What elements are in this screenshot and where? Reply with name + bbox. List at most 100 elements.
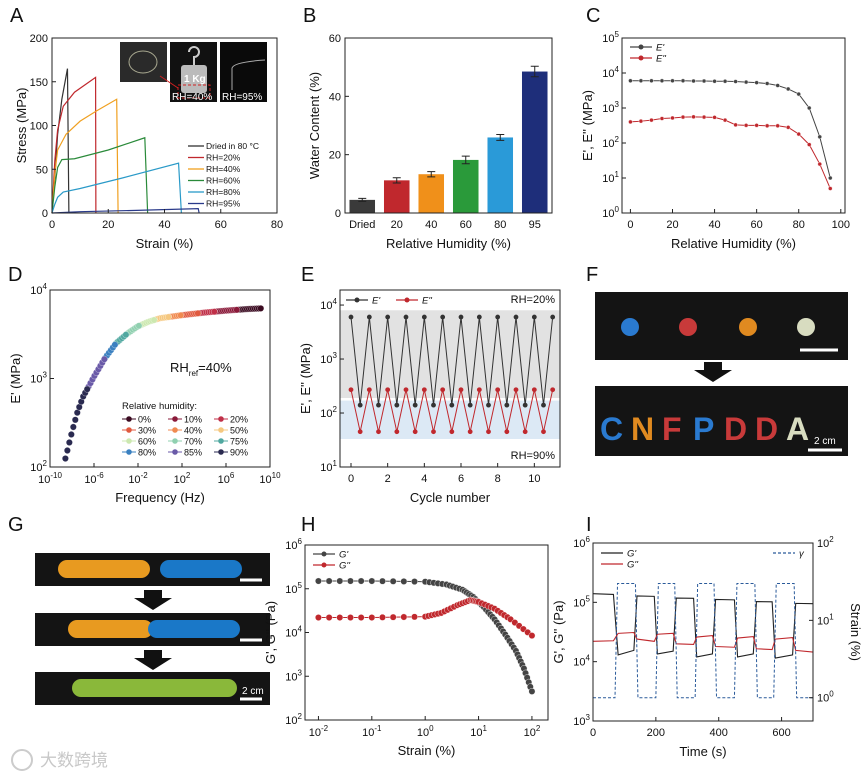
data-point [649, 78, 654, 83]
data-point [348, 314, 354, 320]
data-point [379, 613, 386, 621]
data-point [69, 423, 77, 431]
photo-film [220, 42, 267, 102]
data-point [743, 123, 749, 128]
error-bar [530, 65, 539, 78]
data-point [100, 355, 108, 363]
panel-labels: A B C D E F G H I [8, 5, 600, 536]
legend-label: G'' [339, 561, 351, 572]
data-point [177, 311, 185, 319]
bar [383, 180, 410, 213]
data-point [357, 429, 363, 435]
x-tick-label: 102 [524, 724, 541, 739]
x-axis-label: Time (s) [679, 744, 726, 759]
letter: F [662, 411, 682, 447]
x-tick-label: 95 [529, 219, 541, 231]
x-axis-label: Strain (%) [136, 236, 194, 251]
legend-marker [404, 297, 410, 303]
data-point [368, 577, 376, 585]
x-tick-label: 102 [174, 471, 191, 486]
x-tick-label: 100 [417, 724, 434, 739]
data-point [64, 447, 71, 454]
x-axis-label: Cycle number [410, 490, 491, 505]
data-point [389, 577, 397, 585]
x-tick-label: 600 [772, 727, 790, 739]
letter: P [693, 411, 714, 447]
data-point [67, 431, 75, 438]
y-axis-label: Water Content (%) [307, 72, 322, 179]
data-point [796, 131, 801, 137]
data-point [775, 123, 780, 129]
data-point [785, 86, 791, 92]
orange-rod [58, 560, 150, 578]
scale-label: 2 cm [814, 436, 836, 447]
data-point [701, 78, 707, 84]
data-point [764, 81, 770, 86]
plot-frame [621, 37, 846, 214]
data-point [135, 322, 143, 330]
data-point [754, 123, 759, 128]
x-tick-label: 40 [708, 219, 720, 231]
data-point [680, 114, 686, 120]
data-point [495, 387, 501, 393]
weight-icon [181, 65, 207, 93]
x-tick-label: 8 [495, 473, 501, 485]
data-point [531, 314, 537, 320]
legend-marker [218, 438, 224, 444]
data-point [411, 578, 418, 585]
x-tick-label: 80 [793, 219, 805, 231]
data-point [550, 314, 556, 320]
orange-dot [739, 318, 757, 336]
x-tick-label: 20 [391, 219, 403, 231]
x-tick-label: 10-2 [309, 724, 329, 739]
legend-marker [321, 562, 327, 568]
y-tick-label: 104 [320, 297, 337, 312]
x-tick-label: 20 [666, 219, 678, 231]
weight-hook-icon [188, 46, 200, 65]
legend-marker [126, 427, 132, 433]
data-point [325, 614, 333, 621]
bar [487, 137, 514, 213]
y-tick-label: 105 [573, 594, 590, 609]
y-axis-label: G', G'' (Pa) [263, 601, 278, 664]
data-point [73, 409, 81, 416]
data-point [62, 455, 69, 462]
chart-b: Dried 20 40 60 80 95 0 20 40 60 Relative Humidity … [307, 33, 553, 251]
data-point [366, 314, 372, 320]
y-tick-label: 105 [602, 30, 619, 45]
strain-line [593, 582, 813, 699]
data-point [764, 123, 770, 129]
band-label: RH=20% [511, 294, 556, 306]
data-point [785, 125, 791, 130]
error-bar [358, 197, 367, 202]
chart-d: RHref=40% Relative humidity: 0% 10% 20% 30% 40… [8, 282, 281, 505]
bar [521, 71, 548, 214]
data-point [394, 402, 400, 408]
legend-marker [126, 449, 132, 455]
data-point [440, 387, 446, 393]
y-tick-label: 100 [602, 205, 619, 220]
highlight-box [177, 84, 211, 99]
x-tick-label: 2 [385, 473, 391, 485]
data-point [403, 387, 409, 393]
panel-label-i: I [586, 514, 592, 536]
data-point [347, 577, 354, 585]
data-point [421, 314, 427, 320]
legend-marker [218, 427, 224, 433]
legend-label: G' [339, 550, 349, 561]
data-point [315, 614, 322, 621]
arrow-line [159, 75, 179, 89]
data-point [83, 385, 91, 393]
data-point [412, 402, 418, 408]
legend-label: RH=95% [206, 199, 241, 209]
legend-label: 70% [184, 437, 202, 447]
x-tick-label: 60 [751, 219, 763, 231]
weight-label: 1 Kg [184, 74, 206, 85]
data-point [691, 78, 696, 84]
x-tick-label: 40 [425, 219, 437, 231]
series-line [51, 162, 182, 214]
data-point [504, 402, 510, 408]
data-point [71, 416, 79, 424]
band-label: RH=90% [511, 450, 556, 462]
legend-label: E' [372, 296, 381, 307]
